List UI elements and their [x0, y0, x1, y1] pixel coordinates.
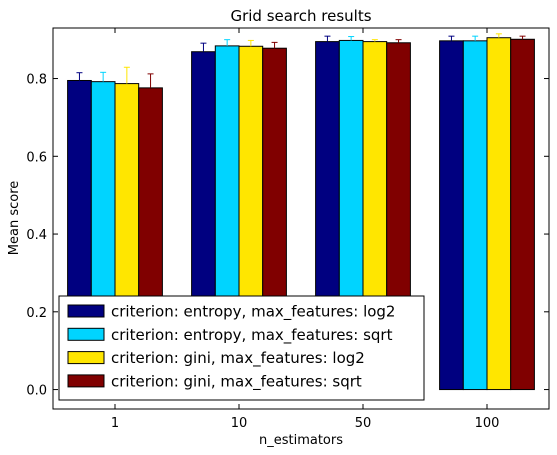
- x-tick-label: 50: [355, 416, 372, 431]
- y-tick-label: 0.4: [26, 228, 47, 243]
- y-tick-label: 0.6: [26, 150, 47, 165]
- legend: criterion: entropy, max_features: log2 cr…: [58, 295, 425, 401]
- legend-label-1: criterion: entropy, max_features: sqrt: [111, 326, 393, 345]
- legend-swatch-0: [67, 304, 105, 318]
- x-tick-label: 10: [231, 416, 248, 431]
- y-tick-label: 0.2: [26, 306, 47, 321]
- bar-s2-c3: [486, 37, 512, 391]
- legend-label-3: criterion: gini, max_features: sqrt: [111, 372, 362, 391]
- legend-swatch-2: [67, 351, 105, 365]
- bar-s0-c3: [439, 40, 464, 391]
- chart-title: Grid search results: [230, 7, 371, 25]
- legend-label-2: criterion: gini, max_features: log2: [111, 349, 365, 368]
- legend-swatch-3: [67, 374, 105, 388]
- x-tick-label: 1: [111, 416, 119, 431]
- x-axis-ticks: 1 10 50 100: [111, 28, 500, 431]
- y-tick-label: 0.0: [26, 384, 47, 399]
- y-tick-label: 0.8: [26, 73, 47, 88]
- bar-s3-c3: [510, 38, 535, 391]
- y-axis-label: Mean score: [7, 181, 22, 255]
- x-axis-label: n_estimators: [259, 433, 343, 448]
- bar-s1-c3: [462, 40, 488, 391]
- x-tick-label: 100: [475, 416, 500, 431]
- y-axis-ticks: 0.0 0.2 0.4 0.6 0.8: [26, 73, 549, 399]
- legend-box: [58, 295, 425, 401]
- legend-swatch-1: [67, 327, 105, 341]
- legend-label-0: criterion: entropy, max_features: log2: [111, 303, 395, 322]
- plot-frame: [52, 27, 550, 410]
